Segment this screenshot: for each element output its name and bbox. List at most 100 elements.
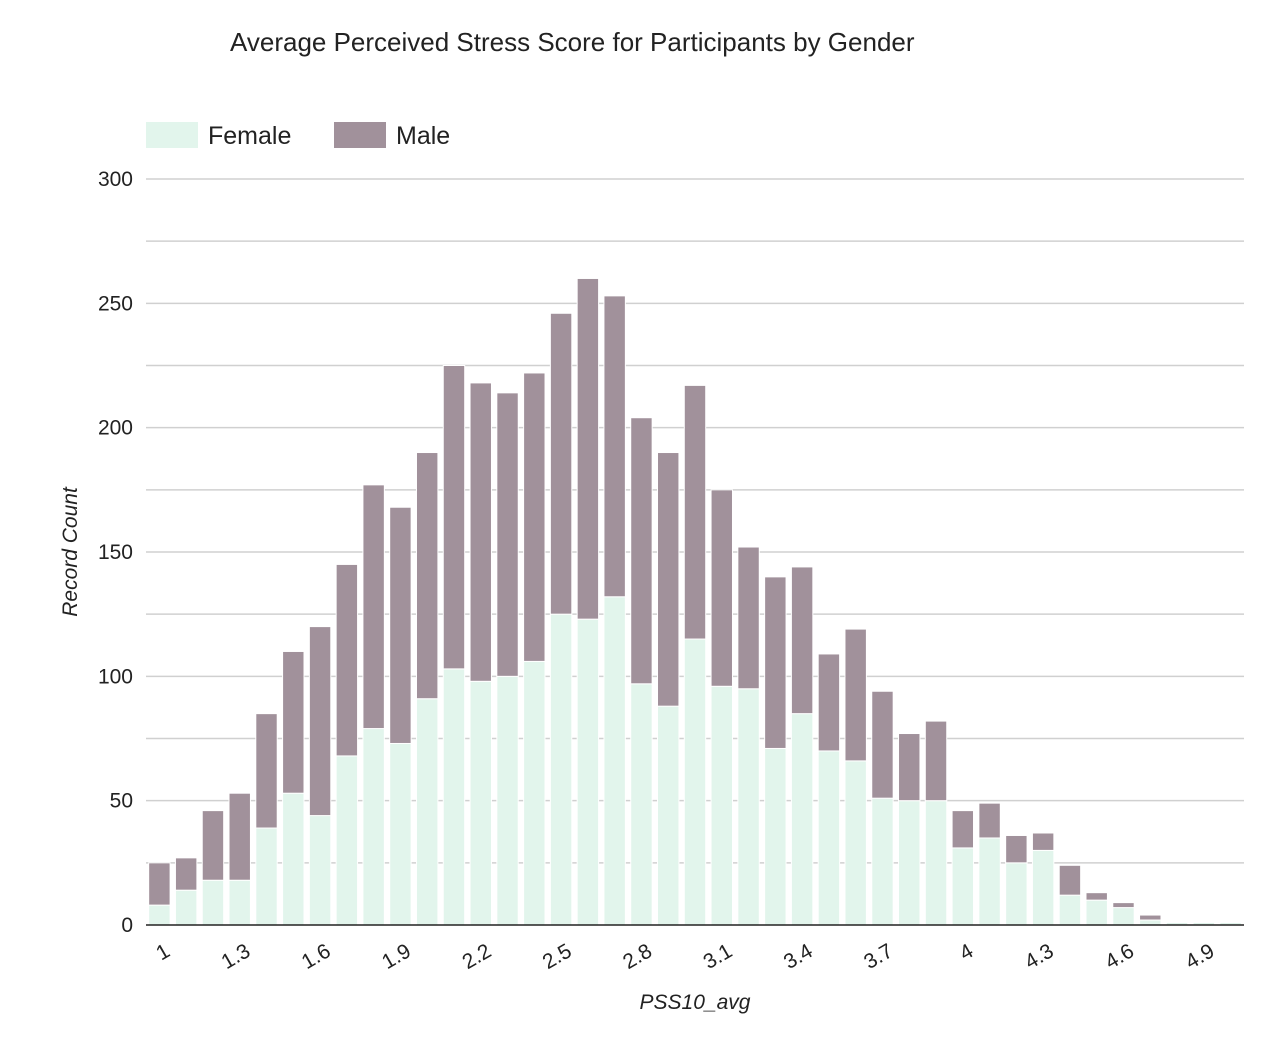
bar-female-3.8 — [898, 800, 921, 926]
bar-female-2.7 — [603, 596, 626, 926]
bar-female-3.4 — [790, 713, 814, 926]
x-tick-label: 4.6 — [1101, 939, 1138, 974]
bar-male-1.4 — [255, 713, 278, 829]
bar-male-2.5 — [549, 312, 573, 615]
bar-female-1.5 — [282, 792, 305, 926]
bar-female-1.2 — [201, 879, 225, 926]
bar-female-2.2 — [469, 680, 492, 926]
bar-male-3.2 — [737, 546, 760, 690]
bar-female-2.5 — [549, 613, 573, 926]
bar-male-4.7 — [1139, 914, 1162, 921]
bar-male-3 — [683, 384, 707, 640]
y-axis-title: Record Count — [59, 486, 82, 617]
bar-male-3.8 — [898, 733, 921, 802]
legend-label-female: Female — [208, 122, 291, 150]
bar-male-2 — [415, 452, 439, 700]
bar-female-4.4 — [1058, 894, 1082, 926]
bar-male-4.3 — [1031, 832, 1055, 851]
bar-male-2.8 — [630, 417, 653, 685]
x-tick-label: 3.7 — [860, 939, 897, 974]
bar-male-2.6 — [576, 277, 600, 620]
bar-female-3.9 — [924, 800, 948, 926]
bar-male-3.3 — [764, 576, 787, 749]
bar-female-1.9 — [389, 742, 412, 926]
x-axis-title: PSS10_avg — [640, 991, 751, 1014]
y-tick-label: 300 — [98, 168, 133, 191]
bar-female-3 — [683, 638, 707, 926]
x-tick-label: 2.8 — [619, 939, 656, 974]
bar-male-2.1 — [442, 365, 466, 670]
bar-male-2.9 — [657, 452, 680, 707]
y-tick-label: 100 — [98, 665, 133, 688]
x-tick-label: 3.4 — [780, 939, 817, 974]
bar-male-2.2 — [469, 382, 492, 682]
bar-male-2.4 — [523, 372, 546, 662]
bar-female-4.3 — [1031, 849, 1055, 926]
bar-female-2.8 — [630, 683, 653, 926]
bar-female-4.5 — [1085, 899, 1108, 926]
x-tick-label: 1 — [152, 939, 174, 965]
bar-female-1.1 — [174, 889, 198, 926]
bar-male-3.4 — [790, 566, 814, 715]
bar-female-2.3 — [496, 675, 519, 926]
bar-male-1.1 — [174, 857, 198, 891]
y-axis-ticks: 0 50 100 150 200 250 300 — [98, 168, 133, 937]
x-tick-label: 1.6 — [298, 939, 335, 974]
bar-male-3.9 — [924, 720, 948, 802]
bar-female-2.4 — [523, 660, 546, 926]
legend-swatch-male — [334, 122, 386, 148]
bar-male-4.2 — [1005, 834, 1028, 864]
bar-male-4.5 — [1085, 892, 1108, 901]
bar-male-1.6 — [308, 626, 332, 817]
x-tick-label: 2.5 — [539, 939, 576, 974]
y-tick-label: 50 — [110, 790, 133, 813]
legend: Female Male — [146, 122, 450, 150]
legend-swatch-female — [146, 122, 198, 148]
bar-male-4.4 — [1058, 864, 1082, 896]
bar-male-1.2 — [201, 810, 225, 881]
bar-male-4 — [951, 810, 975, 849]
bar-female-2.1 — [442, 668, 466, 926]
bar-female-1 — [148, 904, 171, 926]
bar-male-1 — [148, 862, 171, 906]
bar-male-1.9 — [389, 506, 412, 744]
bar-female-3.1 — [710, 685, 733, 926]
bar-female-1.3 — [228, 879, 251, 926]
bar-male-2.7 — [603, 295, 626, 598]
bar-male-1.7 — [335, 563, 359, 757]
bar-female-4 — [951, 847, 975, 926]
bar-female-2.6 — [576, 618, 600, 926]
y-tick-label: 150 — [98, 541, 133, 564]
x-tick-label: 4.9 — [1182, 939, 1219, 974]
bar-female-2.9 — [657, 705, 680, 926]
bar-female-3.6 — [844, 760, 867, 926]
x-tick-label: 2.2 — [458, 939, 495, 974]
legend-label-male: Male — [396, 122, 450, 150]
x-tick-label: 4.3 — [1021, 939, 1058, 974]
chart-title: Average Perceived Stress Score for Parti… — [230, 27, 915, 57]
x-tick-label: 4 — [956, 939, 978, 965]
bar-female-4.1 — [978, 837, 1001, 926]
y-tick-label: 250 — [98, 292, 133, 315]
bar-female-3.2 — [737, 688, 760, 926]
bar-female-4.2 — [1005, 862, 1028, 926]
bar-male-1.3 — [228, 792, 251, 881]
bar-female-4.6 — [1112, 907, 1135, 926]
bar-female-1.6 — [308, 815, 332, 926]
bar-male-4.1 — [978, 802, 1001, 839]
bar-male-1.5 — [282, 650, 305, 794]
bar-female-3.7 — [871, 797, 894, 926]
x-tick-label: 3.1 — [699, 939, 736, 974]
bar-female-3.3 — [764, 747, 787, 926]
bar-male-3.6 — [844, 628, 867, 762]
bar-female-1.8 — [362, 728, 385, 926]
x-axis-ticks: 1 1.3 1.6 1.9 2.2 2.5 2.8 3.1 3.4 3.7 4 4.3 4.6 4.9 — [152, 939, 1218, 974]
x-tick-label: 1.3 — [217, 939, 254, 974]
bar-male-3.7 — [871, 690, 894, 799]
bar-male-3.1 — [710, 489, 733, 687]
bars — [148, 277, 1242, 926]
bar-male-3.5 — [817, 653, 841, 752]
bar-male-2.3 — [496, 392, 519, 677]
bar-male-1.8 — [362, 484, 385, 730]
